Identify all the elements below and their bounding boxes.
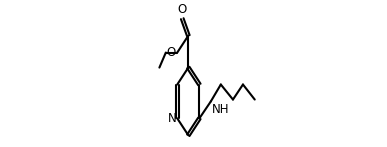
Text: NH: NH xyxy=(212,103,229,116)
Text: O: O xyxy=(167,46,176,59)
Text: N: N xyxy=(168,112,176,125)
Text: O: O xyxy=(178,3,187,16)
